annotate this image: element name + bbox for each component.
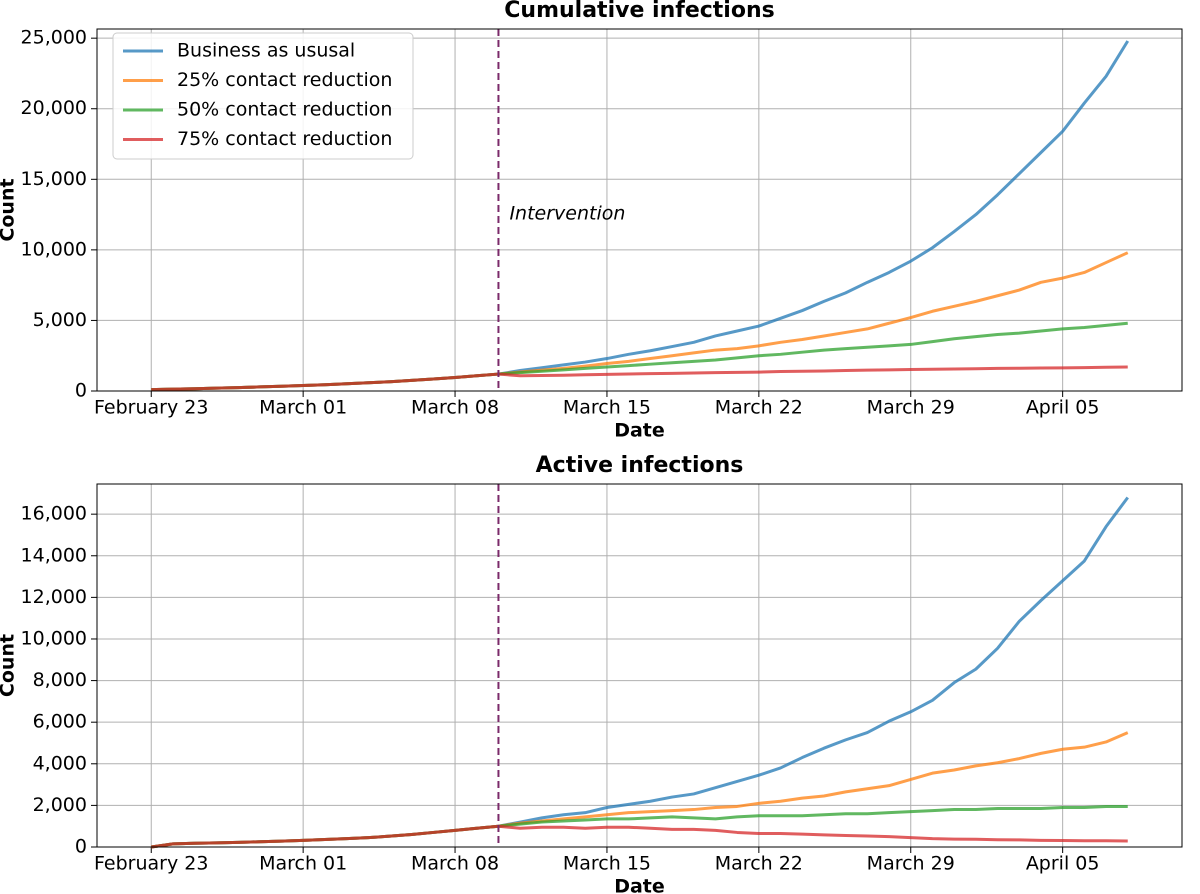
series-line	[151, 496, 1129, 849]
x-tick-label: March 29	[867, 397, 955, 419]
y-tick-label: 0	[75, 380, 87, 402]
y-tick-label: 25,000	[21, 27, 87, 49]
y-tick-label: 14,000	[21, 544, 87, 566]
x-tick-label: March 01	[259, 397, 347, 419]
chart-title: Active infections	[536, 453, 744, 478]
x-tick-label: March 08	[411, 853, 499, 875]
plot-frame	[96, 483, 1183, 848]
y-tick-label: 15,000	[21, 168, 87, 190]
x-axis-label: Date	[614, 420, 665, 442]
intervention-label: Intervention	[509, 203, 625, 225]
y-tick-label: 16,000	[21, 503, 87, 525]
legend-label: 50% contact reduction	[177, 99, 392, 121]
y-tick-label: 2,000	[33, 794, 87, 816]
y-tick-label: 0	[75, 836, 87, 858]
x-tick-label: March 22	[715, 853, 803, 875]
y-axis-label: Count	[0, 634, 19, 697]
x-axis-label: Date	[614, 876, 665, 894]
x-tick-label: February 23	[94, 397, 208, 419]
series-line	[151, 824, 1128, 849]
x-tick-label: March 15	[563, 397, 651, 419]
y-tick-label: 20,000	[21, 97, 87, 119]
y-tick-label: 4,000	[33, 752, 87, 774]
x-tick-label: February 23	[94, 853, 208, 875]
legend-label: 25% contact reduction	[177, 69, 392, 91]
series-line	[151, 365, 1128, 392]
x-tick-label: March 01	[259, 853, 347, 875]
y-tick-label: 12,000	[21, 586, 87, 608]
y-tick-label: 5,000	[33, 309, 87, 331]
plot-frame	[96, 28, 1183, 392]
y-tick-label: 10,000	[21, 238, 87, 260]
legend: Business as ususal 25% contact reduction 5…	[112, 32, 414, 160]
x-tick-label: March 29	[867, 853, 955, 875]
x-tick-label: March 08	[411, 397, 499, 419]
y-tick-label: 6,000	[33, 711, 87, 733]
x-tick-label: April 05	[1026, 397, 1100, 419]
x-tick-label: March 22	[715, 397, 803, 419]
y-tick-label: 10,000	[21, 627, 87, 649]
x-tick-label: April 05	[1026, 853, 1100, 875]
series-line	[151, 321, 1128, 392]
legend-box	[112, 32, 414, 160]
x-tick-label: March 15	[563, 853, 651, 875]
chart-title: Cumulative infections	[504, 0, 774, 23]
legend-label: 75% contact reduction	[177, 128, 392, 150]
y-axis-label: Count	[0, 178, 19, 241]
series-line	[151, 731, 1129, 849]
legend-label: Business as ususal	[177, 40, 355, 62]
y-tick-label: 8,000	[33, 669, 87, 691]
